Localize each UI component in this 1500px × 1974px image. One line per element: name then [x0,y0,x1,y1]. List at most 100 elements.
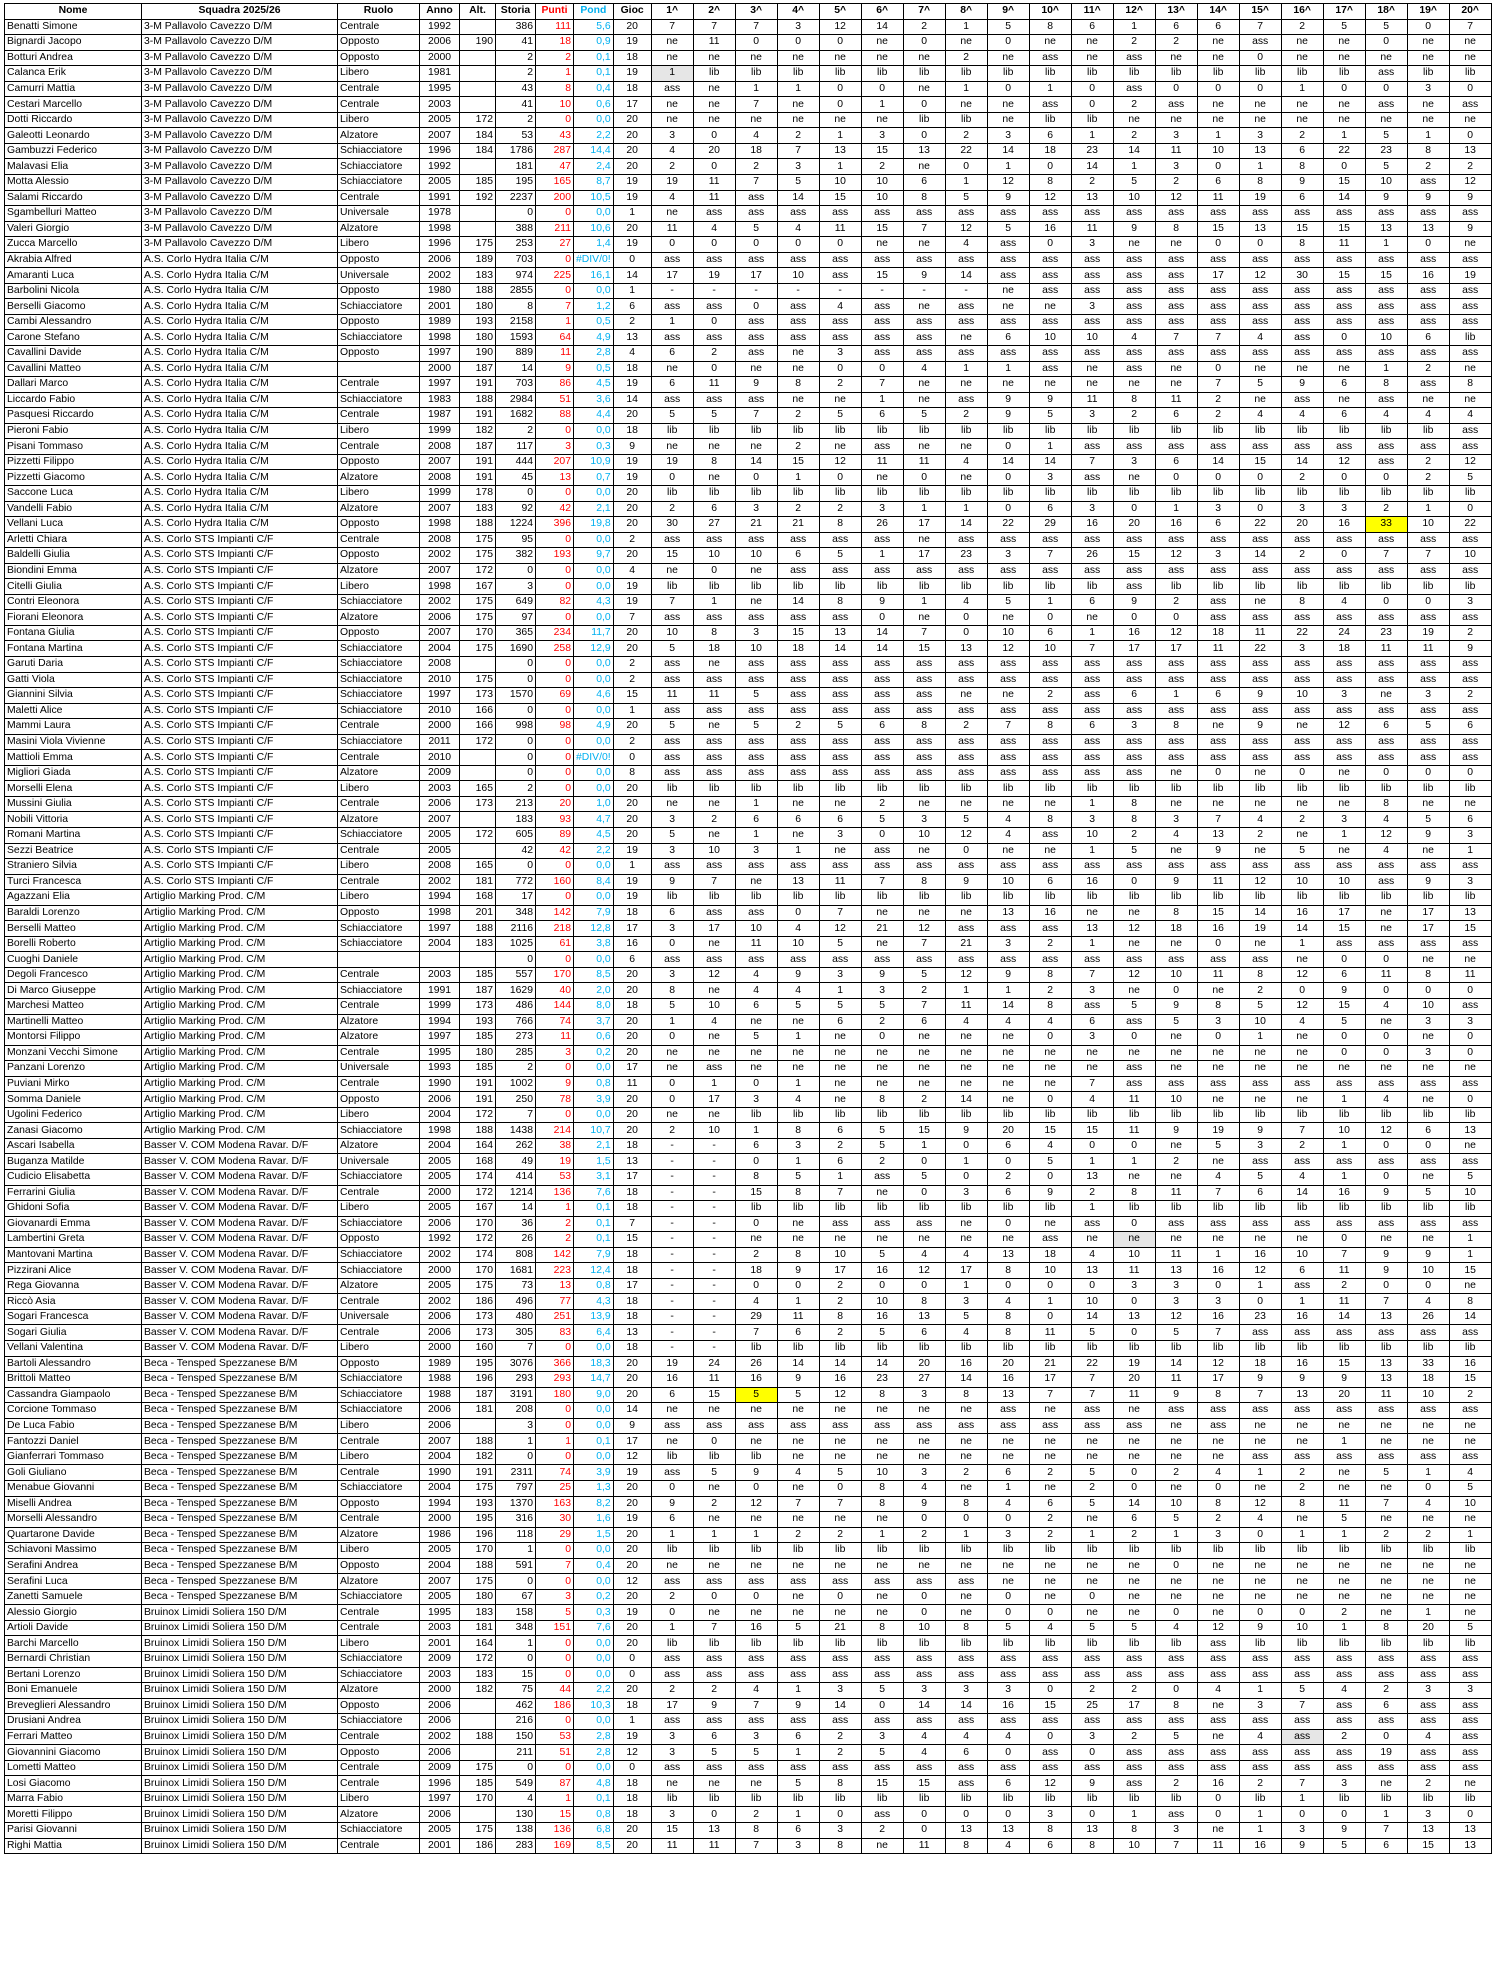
data-cell[interactable]: 13 [1364,1371,1408,1388]
data-cell[interactable]: 6 [1028,127,1072,144]
data-cell[interactable]: lib [776,65,820,82]
data-cell[interactable]: lib [1154,1200,1198,1217]
data-cell[interactable]: 6 [1238,1184,1282,1202]
data-cell[interactable]: 20 [612,516,652,533]
data-cell[interactable]: 5 [860,1246,904,1264]
data-cell[interactable]: 2 [612,313,652,331]
data-cell[interactable]: 6 [1448,811,1492,828]
data-cell[interactable]: lib [986,484,1030,502]
data-cell[interactable]: 0 [1070,1277,1114,1295]
data-cell[interactable]: 180 [535,1386,574,1404]
data-cell[interactable]: ass [1280,205,1324,222]
data-cell[interactable]: 15 [1070,1122,1114,1139]
data-cell[interactable]: 0 [1238,1604,1282,1621]
data-cell[interactable]: 19 [1112,1355,1156,1373]
data-cell[interactable]: 9 [1280,174,1324,191]
data-cell[interactable]: ne [734,562,778,580]
data-cell[interactable]: 26 [1406,1308,1450,1326]
data-cell[interactable]: 1 [1322,1169,1366,1186]
data-cell[interactable]: 4,9 [573,718,614,735]
data-cell[interactable]: 0 [535,562,574,580]
player-name-cell[interactable]: Lambertini Greta [4,1231,142,1248]
data-cell[interactable]: 4 [986,1728,1030,1746]
data-cell[interactable]: 5 [1406,718,1450,735]
data-cell[interactable]: Opposto [337,313,420,331]
column-header-9[interactable]: 1^ [650,3,694,20]
data-cell[interactable]: 7 [1322,1246,1366,1264]
data-cell[interactable]: 0 [535,1759,574,1777]
data-cell[interactable]: ne [818,391,862,409]
data-cell[interactable]: ass [776,313,820,331]
data-cell[interactable]: 14 [1196,453,1240,471]
data-cell[interactable]: 12 [1364,1122,1408,1139]
data-cell[interactable]: 9 [1154,1122,1198,1139]
data-cell[interactable]: 2 [1280,811,1324,828]
data-cell[interactable]: ne [944,904,988,922]
data-cell[interactable]: ass [1070,267,1114,284]
data-cell[interactable]: ne [818,1511,862,1528]
data-cell[interactable]: Centrale [337,1293,420,1310]
data-cell[interactable]: Alzatore [337,1013,420,1031]
data-cell[interactable]: lib [1196,1200,1240,1217]
data-cell[interactable]: ne [1196,1821,1240,1839]
player-name-cell[interactable]: Parisi Giovanni [4,1821,142,1839]
player-name-cell[interactable]: Turci Francesca [4,873,142,891]
data-cell[interactable]: ass [860,1713,904,1730]
data-cell[interactable]: 1 [1322,1433,1366,1450]
team-cell[interactable]: A.S. Corlo Hydra Italia C/M [141,313,338,331]
data-cell[interactable]: Opposto [337,1744,420,1761]
data-cell[interactable]: 797 [495,1479,536,1497]
data-cell[interactable]: ne [1406,1557,1450,1575]
data-cell[interactable]: ne [1448,1573,1492,1590]
data-cell[interactable]: 14 [1322,1308,1366,1326]
data-cell[interactable]: 19 [692,267,736,284]
data-cell[interactable]: 16,1 [573,267,614,284]
data-cell[interactable]: 5 [1406,811,1450,828]
data-cell[interactable]: 0 [776,904,820,922]
data-cell[interactable]: 150 [495,1728,536,1746]
team-cell[interactable]: A.S. Corlo Hydra Italia C/M [141,516,338,533]
data-cell[interactable]: ass [1406,749,1450,766]
data-cell[interactable]: ne [1406,951,1450,968]
data-cell[interactable]: ass [1280,702,1324,720]
data-cell[interactable]: 19 [1196,1122,1240,1139]
data-cell[interactable]: Schiacciatore [337,1402,420,1419]
data-cell[interactable]: 1 [860,96,904,113]
data-cell[interactable]: 17 [692,1091,736,1108]
data-cell[interactable]: 2,8 [573,1728,614,1746]
data-cell[interactable]: ne [1280,1557,1324,1575]
data-cell[interactable]: 0 [902,1511,946,1528]
data-cell[interactable]: 11 [1238,624,1282,642]
data-cell[interactable]: 14 [902,1697,946,1715]
data-cell[interactable]: 43 [495,80,536,98]
data-cell[interactable]: ass [1406,531,1450,549]
data-cell[interactable]: Alzatore [337,127,420,144]
data-cell[interactable]: ass [776,1713,820,1730]
data-cell[interactable]: ne [1448,951,1492,968]
data-cell[interactable]: ass [1196,655,1240,673]
data-cell[interactable]: ass [692,251,736,269]
data-cell[interactable]: ass [650,1464,694,1481]
data-cell[interactable]: ass [1112,205,1156,222]
data-cell[interactable]: 13 [1280,1386,1324,1404]
data-cell[interactable]: 3 [1406,1682,1450,1699]
data-cell[interactable]: ass [650,609,694,626]
data-cell[interactable]: 15 [1364,267,1408,284]
data-cell[interactable]: 2 [944,127,988,144]
data-cell[interactable]: ass [860,1573,904,1590]
data-cell[interactable]: 0,0 [573,671,614,689]
data-cell[interactable]: ass [1112,251,1156,269]
data-cell[interactable]: 7 [1070,1075,1114,1093]
team-cell[interactable]: Bruinox Limidi Soliera 150 D/M [141,1666,338,1684]
data-cell[interactable]: 6 [986,329,1030,347]
data-cell[interactable]: lib [1154,1542,1198,1559]
data-cell[interactable]: 1786 [495,142,536,160]
player-name-cell[interactable]: Cestari Marcello [4,96,142,113]
data-cell[interactable]: lib [1280,1200,1324,1217]
data-cell[interactable]: 180 [459,329,496,347]
data-cell[interactable]: 3 [1070,407,1114,424]
data-cell[interactable]: 19 [1448,267,1492,284]
data-cell[interactable]: 0 [535,671,574,689]
data-cell[interactable]: 16 [1280,904,1324,922]
data-cell[interactable]: lib [1238,422,1282,440]
